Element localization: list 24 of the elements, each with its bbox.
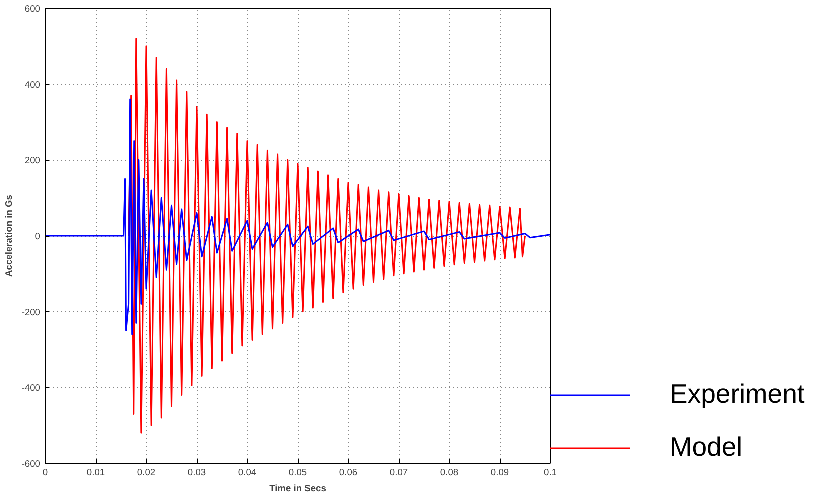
legend-label: Experiment	[670, 379, 805, 410]
x-tick-label: 0.02	[137, 468, 156, 478]
x-tick-label: 0.08	[440, 468, 459, 478]
x-tick-label: 0.05	[288, 468, 308, 478]
x-axis-title: Time in Secs	[270, 484, 326, 494]
y-tick-label: 0	[35, 232, 41, 242]
x-tick-label: 0	[42, 468, 48, 478]
y-axis-title: Acceleration in Gs	[4, 195, 14, 277]
x-tick-label: 0.01	[86, 468, 106, 478]
y-tick-label: 200	[24, 156, 41, 166]
x-tick-label: 0.09	[490, 468, 510, 478]
x-tick-label: 0.03	[188, 468, 206, 478]
y-tick-label: -200	[22, 307, 40, 318]
y-tick-label: 400	[24, 80, 41, 90]
x-tick-label: 0.04	[238, 468, 257, 478]
legend-label: Model	[670, 432, 743, 463]
x-tick-label: 0.07	[390, 468, 408, 478]
y-tick-label: -400	[22, 383, 40, 394]
x-tick-label: 0.1	[544, 468, 557, 478]
y-tick-label: 600	[24, 4, 41, 14]
line-series	[46, 98, 550, 336]
line-series	[128, 38, 526, 434]
y-tick-label: -600	[22, 459, 40, 469]
x-tick-label: 0.06	[339, 468, 358, 478]
